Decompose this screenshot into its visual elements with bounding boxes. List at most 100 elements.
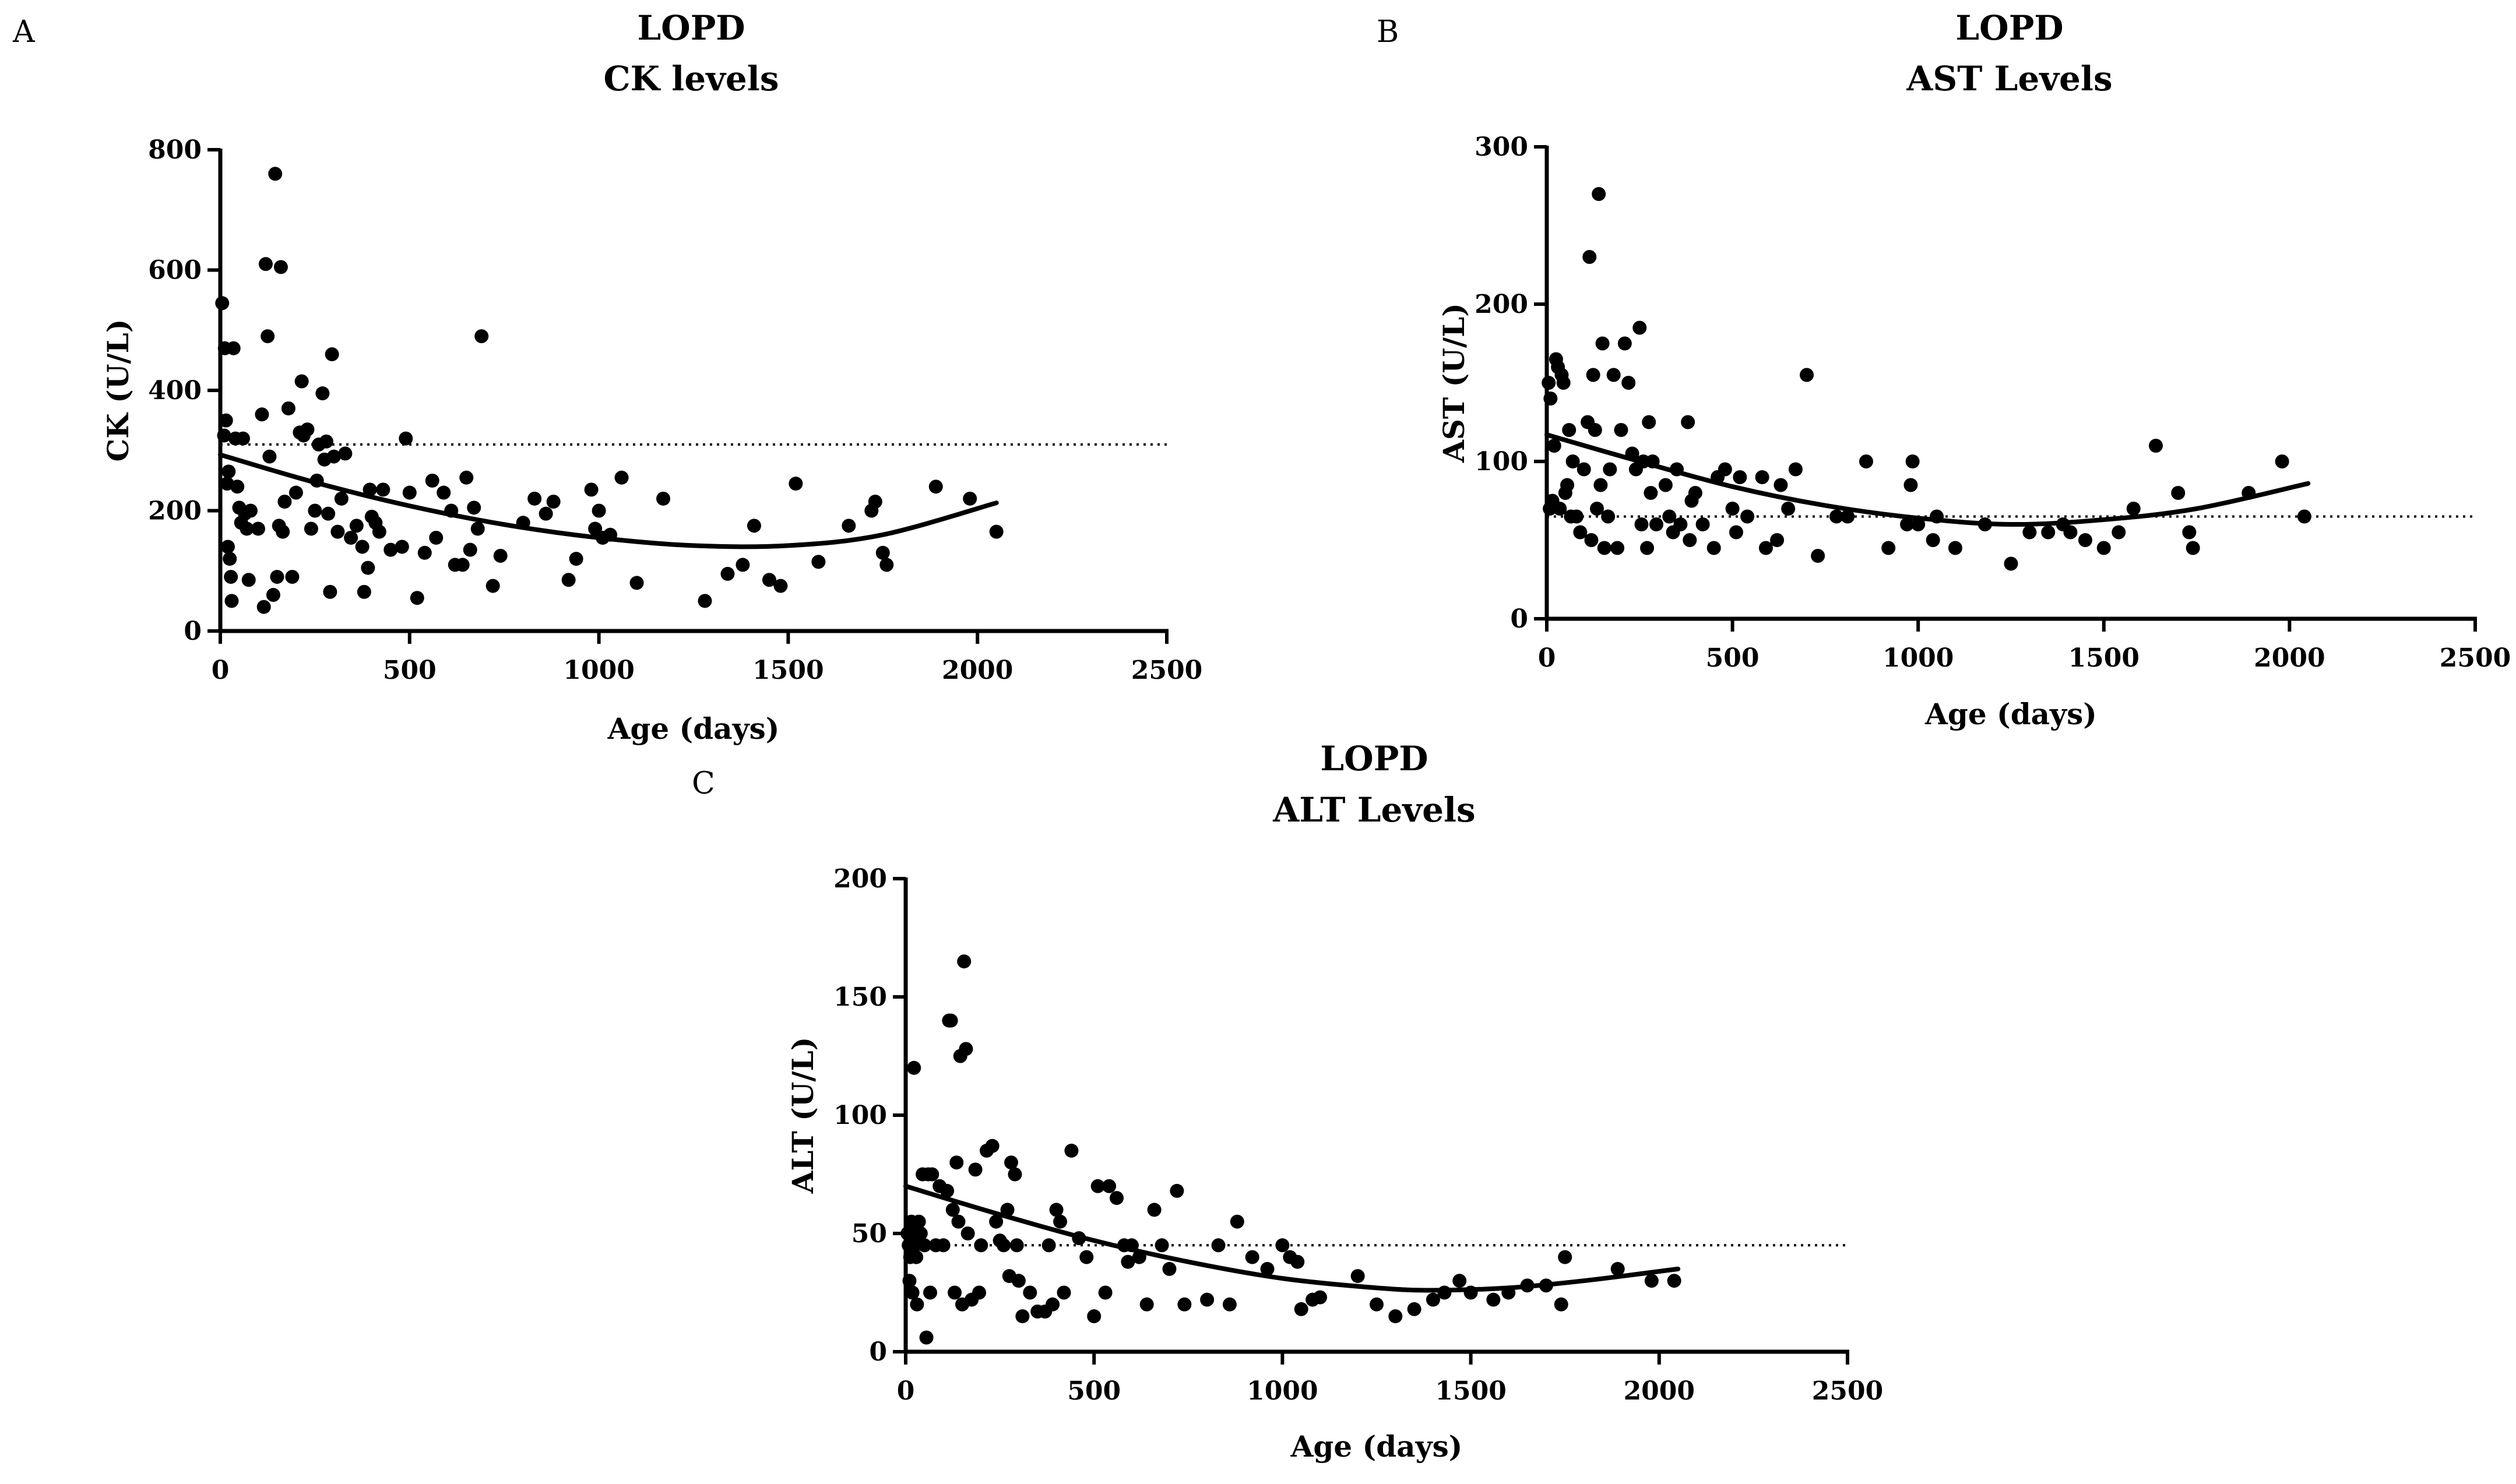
- panel-a-subtitle: CK levels: [604, 59, 779, 98]
- panel-a-data-point: [277, 495, 292, 509]
- panel-b-y-tick-label: 0: [1510, 604, 1528, 634]
- panel-b-data-point: [2041, 525, 2056, 540]
- panel-a-data-point: [376, 482, 390, 497]
- panel-a-data-point: [319, 434, 333, 449]
- panel-a-data-point: [361, 561, 375, 575]
- panel-b-data-point: [1617, 336, 1632, 351]
- panel-b-data-point: [1588, 423, 1602, 437]
- panel-c-data-point: [1667, 1274, 1681, 1288]
- panel-a-data-point: [215, 296, 230, 311]
- panel-c-data-point: [1087, 1309, 1102, 1324]
- panel-a-data-point: [656, 491, 671, 506]
- panel-c-y-tick-label: 50: [851, 1219, 887, 1249]
- panel-b-data-point: [2063, 525, 2078, 540]
- panel-b-x-tick-label: 1500: [2068, 643, 2140, 673]
- panel-b-x-tick-label: 2000: [2254, 643, 2325, 673]
- panel-b-data-point: [1649, 517, 1663, 531]
- panel-c-data-point: [1079, 1250, 1094, 1264]
- panel-a-data-point: [270, 570, 284, 584]
- panel-b-data-point: [1841, 509, 1855, 524]
- panel-b-data-point: [1681, 415, 1695, 429]
- panel-b-subtitle: AST Levels: [1906, 59, 2112, 98]
- panel-a-data-point: [698, 594, 712, 608]
- panel-a-data-point: [868, 495, 882, 509]
- panel-a-data-point: [747, 519, 761, 533]
- panel-b-data-point: [2078, 533, 2092, 547]
- panel-a-letter: A: [12, 15, 36, 50]
- panel-c-data-point: [1011, 1274, 1026, 1288]
- panel-c-data-point: [1486, 1292, 1501, 1307]
- panel-a-data-point: [463, 542, 477, 557]
- panel-b-data-point: [1740, 509, 1755, 524]
- panel-a-data-point: [410, 591, 424, 605]
- panel-a-data-point: [243, 503, 258, 518]
- panel-a-data-point: [325, 347, 339, 362]
- panel-a-data-point: [226, 341, 241, 355]
- panel-a-data-point: [251, 521, 265, 536]
- panel-b-data-point: [1733, 470, 1747, 484]
- panel-b-data-point: [2096, 541, 2111, 555]
- panel-b-x-tick-label: 0: [1538, 643, 1556, 673]
- panel-b-data-point: [2275, 454, 2289, 468]
- panel-a-data-point: [262, 449, 277, 464]
- panel-c-data-point: [1290, 1254, 1305, 1269]
- panel-c-subtitle: ALT Levels: [1272, 790, 1475, 830]
- panel-a-data-point: [720, 566, 735, 581]
- panel-a-data-point: [789, 477, 803, 491]
- panel-c-data-point: [910, 1297, 924, 1312]
- panel-a-x-tick-label: 500: [383, 655, 437, 685]
- panel-c-data-point: [1057, 1285, 1071, 1300]
- panel-c-data-point: [1053, 1214, 1068, 1229]
- panel-a-data-point: [224, 570, 238, 584]
- panel-b-data-point: [1610, 541, 1625, 555]
- panel-b-data-point: [1755, 470, 1769, 484]
- panel-c-y-tick-label: 200: [833, 864, 887, 894]
- panel-c-letter: C: [692, 766, 715, 801]
- panel-a-data-point: [425, 473, 439, 488]
- panel-a-data-point: [773, 579, 788, 593]
- panel-a-data-point: [288, 485, 303, 500]
- panel-c-data-point: [1121, 1254, 1135, 1269]
- panel-b-data-point: [1800, 368, 1814, 382]
- panel-a-data-point: [842, 519, 856, 533]
- panel-a-data-point: [326, 449, 341, 464]
- panel-a-data-point: [344, 530, 358, 545]
- panel-c-data-point: [1245, 1250, 1259, 1264]
- panel-b-x-tick-label: 500: [1706, 643, 1760, 673]
- panel-c-data-point: [1170, 1183, 1184, 1198]
- panel-a-data-point: [235, 431, 250, 446]
- panel-b-data-point: [1593, 478, 1608, 492]
- panel-a-y-tick-label: 800: [148, 135, 202, 165]
- panel-c-data-point: [923, 1285, 938, 1300]
- panel-c-data-point: [997, 1238, 1011, 1253]
- panel-a-data-point: [372, 524, 386, 539]
- panel-c-y-tick-label: 0: [869, 1337, 887, 1367]
- panel-b-data-point: [1926, 533, 1940, 547]
- panel-c-data-point: [944, 1013, 958, 1028]
- panel-b-data-point: [1725, 502, 1740, 516]
- panel-b-data-point: [1606, 368, 1621, 382]
- panel-b-data-point: [1658, 478, 1673, 492]
- panel-c-data-point: [1211, 1238, 1226, 1253]
- panel-a-data-point: [437, 485, 451, 500]
- panel-a-x-tick-label: 2500: [1131, 655, 1202, 685]
- panel-c-x-tick-label: 0: [897, 1376, 915, 1406]
- panel-c-data-point: [1554, 1297, 1568, 1312]
- panel-c-data-point: [1139, 1297, 1154, 1312]
- panel-b-data-point: [1573, 525, 1588, 540]
- panel-b-fit-curve: [1544, 432, 2311, 527]
- panel-c-data-point: [1350, 1269, 1365, 1284]
- panel-b-title: LOPD: [1955, 8, 2063, 48]
- panel-c-data-point: [1294, 1302, 1308, 1316]
- panel-a-data-point: [429, 530, 444, 545]
- panel-a-data-point: [230, 480, 245, 494]
- panel-a-data-point: [569, 552, 583, 566]
- panel-b-y-tick-label: 100: [1475, 447, 1528, 477]
- panel-a-x-tick-label: 2000: [942, 655, 1013, 685]
- panel-a-data-point: [762, 573, 776, 587]
- panel-c-data-point: [1230, 1214, 1244, 1229]
- panel-a-data-point: [485, 579, 500, 593]
- panel-b-data-point: [1781, 502, 1796, 516]
- panel-a-data-point: [629, 576, 644, 590]
- panel-a-y-axis-label: CK (U/L): [101, 319, 135, 462]
